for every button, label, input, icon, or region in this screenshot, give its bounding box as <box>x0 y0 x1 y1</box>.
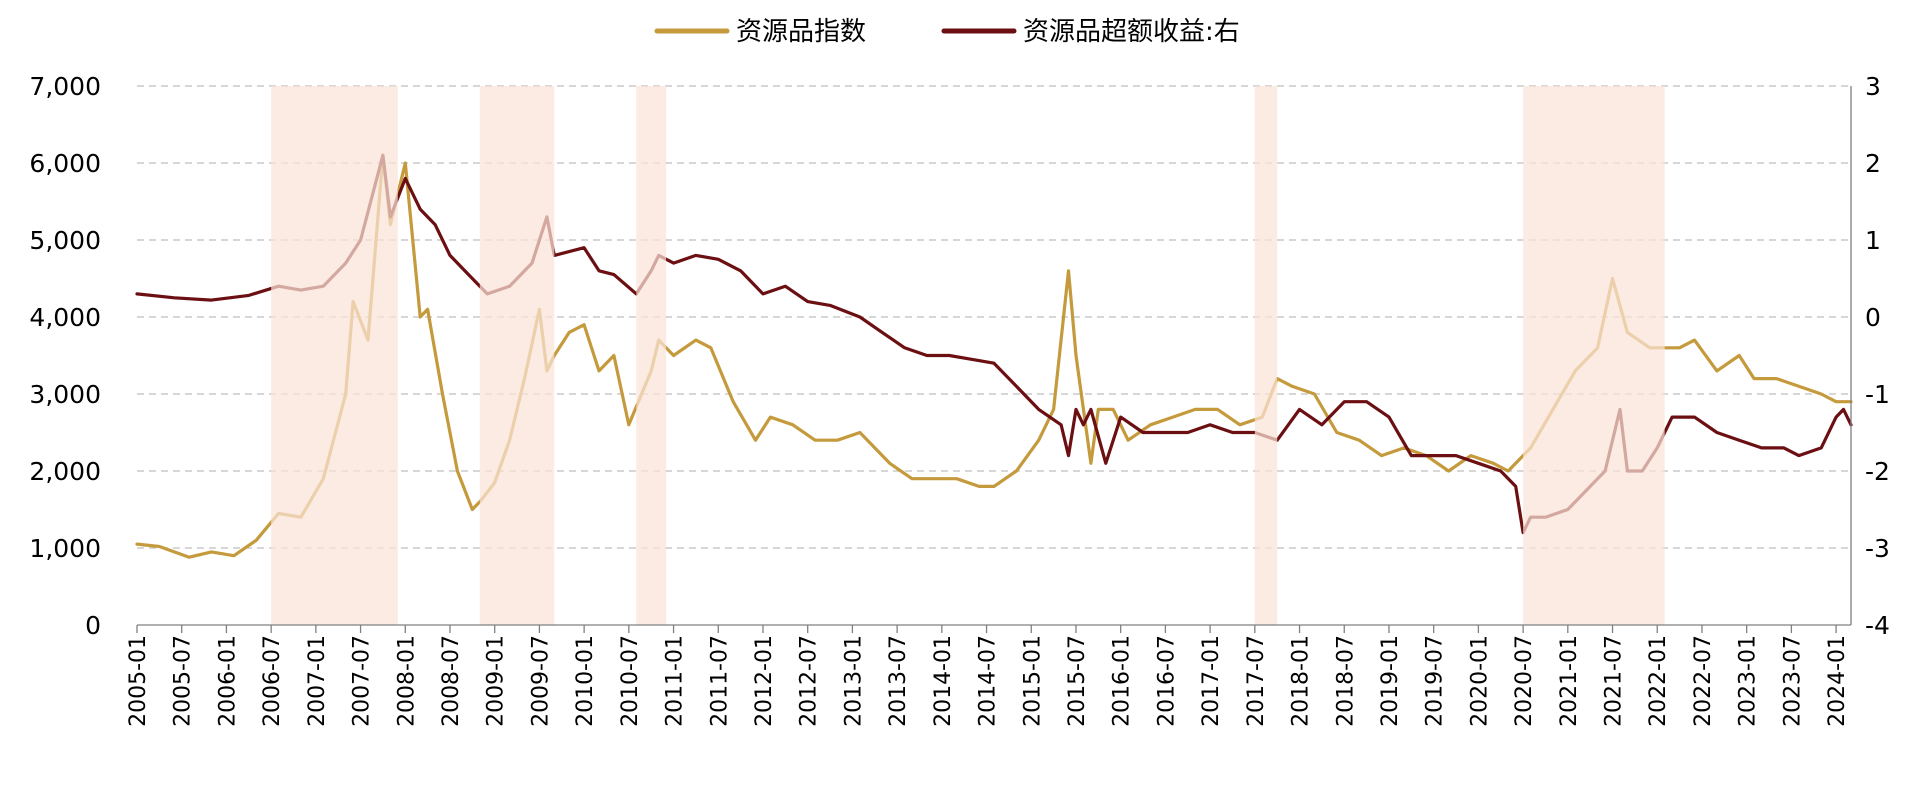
x-tick-label: 2021-07 <box>1602 635 1627 727</box>
x-tick-label: 2009-01 <box>484 635 509 727</box>
y-left-tick-label: 6,000 <box>29 149 101 178</box>
y-right-tick-label: 3 <box>1865 72 1881 101</box>
y-right-tick-label: -1 <box>1865 380 1890 409</box>
x-tick-label: 2024-01 <box>1825 635 1850 727</box>
x-tick-label: 2007-07 <box>350 635 375 727</box>
y-left-tick-label: 1,000 <box>29 534 101 563</box>
x-tick-label: 2020-07 <box>1512 635 1537 727</box>
x-tick-label: 2016-07 <box>1154 635 1179 727</box>
x-tick-label: 2022-07 <box>1691 635 1716 727</box>
x-tick-label: 2014-07 <box>976 635 1001 727</box>
y-right-tick-label: -2 <box>1865 457 1890 486</box>
x-tick-label: 2011-01 <box>663 635 688 727</box>
x-tick-label: 2009-07 <box>528 635 553 727</box>
x-tick-label: 2023-01 <box>1736 635 1761 727</box>
y-right-tick-label: -4 <box>1865 611 1890 640</box>
x-tick-label: 2020-01 <box>1467 635 1492 727</box>
shaded-period <box>271 86 398 625</box>
x-tick-label: 2023-07 <box>1780 635 1805 727</box>
x-tick-label: 2017-01 <box>1199 635 1224 727</box>
y-left-tick-label: 5,000 <box>29 226 101 255</box>
legend-label-1: 资源品指数 <box>736 17 866 47</box>
x-tick-label: 2010-01 <box>573 635 598 727</box>
x-tick-label: 2005-01 <box>126 635 151 727</box>
shaded-period <box>1523 86 1665 625</box>
x-tick-label: 2015-01 <box>1020 635 1045 727</box>
shaded-period <box>479 86 555 625</box>
y-left-tick-label: 3,000 <box>29 380 101 409</box>
x-tick-label: 2014-01 <box>931 635 956 727</box>
y-left-tick-label: 2,000 <box>29 457 101 486</box>
x-tick-label: 2013-07 <box>886 635 911 727</box>
x-tick-label: 2021-01 <box>1557 635 1582 727</box>
x-tick-label: 2006-07 <box>260 635 285 727</box>
x-tick-label: 2015-07 <box>1065 635 1090 727</box>
x-tick-label: 2013-01 <box>841 635 866 727</box>
x-tick-label: 2016-01 <box>1110 635 1135 727</box>
x-tick-label: 2005-07 <box>171 635 196 727</box>
legend-label-2: 资源品超额收益:右 <box>1023 17 1240 47</box>
y-left-tick-label: 0 <box>85 611 101 640</box>
x-tick-label: 2018-07 <box>1333 635 1358 727</box>
y-left-tick-label: 4,000 <box>29 303 101 332</box>
x-tick-label: 2022-01 <box>1646 635 1671 727</box>
y-right-tick-label: 1 <box>1865 226 1881 255</box>
x-tick-label: 2006-01 <box>215 635 240 727</box>
x-tick-label: 2010-07 <box>618 635 643 727</box>
x-tick-label: 2017-07 <box>1244 635 1269 727</box>
x-tick-label: 2019-07 <box>1423 635 1448 727</box>
shaded-period <box>636 86 667 625</box>
shaded-period <box>1254 86 1278 625</box>
x-tick-label: 2012-01 <box>752 635 777 727</box>
x-tick-label: 2008-07 <box>439 635 464 727</box>
x-tick-label: 2011-07 <box>707 635 732 727</box>
y-right-tick-label: 0 <box>1865 303 1881 332</box>
y-right-tick-label: 2 <box>1865 149 1881 178</box>
y-right-tick-label: -3 <box>1865 534 1890 563</box>
y-left-tick-label: 7,000 <box>29 72 101 101</box>
x-tick-label: 2019-01 <box>1378 635 1403 727</box>
x-tick-label: 2007-01 <box>305 635 330 727</box>
x-tick-label: 2008-01 <box>394 635 419 727</box>
x-tick-label: 2018-01 <box>1289 635 1314 727</box>
x-tick-label: 2012-07 <box>797 635 822 727</box>
